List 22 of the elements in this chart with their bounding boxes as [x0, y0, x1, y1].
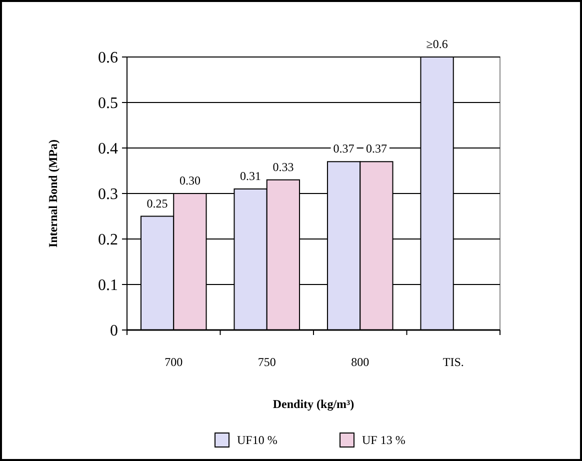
data-label: 0.37 [366, 142, 387, 156]
x-tick-label: 800 [351, 355, 370, 369]
data-label: 0.30 [179, 174, 200, 188]
x-axis-title: Dendity (kg/m³) [272, 397, 354, 411]
data-label: ≥0.6 [426, 37, 448, 51]
y-tick-label: 0.4 [98, 140, 118, 158]
data-label: 0.37 [333, 142, 354, 156]
x-tick-label: 700 [164, 355, 183, 369]
y-axis-title: Internal Bond (MPa) [46, 139, 60, 248]
legend-label: UF 13 % [362, 433, 406, 448]
y-tick-label: 0.3 [98, 186, 118, 204]
y-tick-label: 0 [110, 322, 118, 340]
data-label: 0.25 [146, 196, 168, 210]
y-tick-label: 0.2 [98, 232, 118, 249]
legend-label: UF10 % [237, 433, 278, 448]
y-tick-label: 0.5 [98, 95, 118, 112]
data-label: 0.31 [240, 168, 262, 183]
x-tick-label: TIS. [442, 355, 464, 369]
y-tick-label: 0.1 [98, 277, 118, 294]
x-tick-label: 750 [258, 355, 276, 369]
data-label: 0.33 [272, 160, 294, 174]
y-tick-label: 0.6 [98, 50, 118, 67]
